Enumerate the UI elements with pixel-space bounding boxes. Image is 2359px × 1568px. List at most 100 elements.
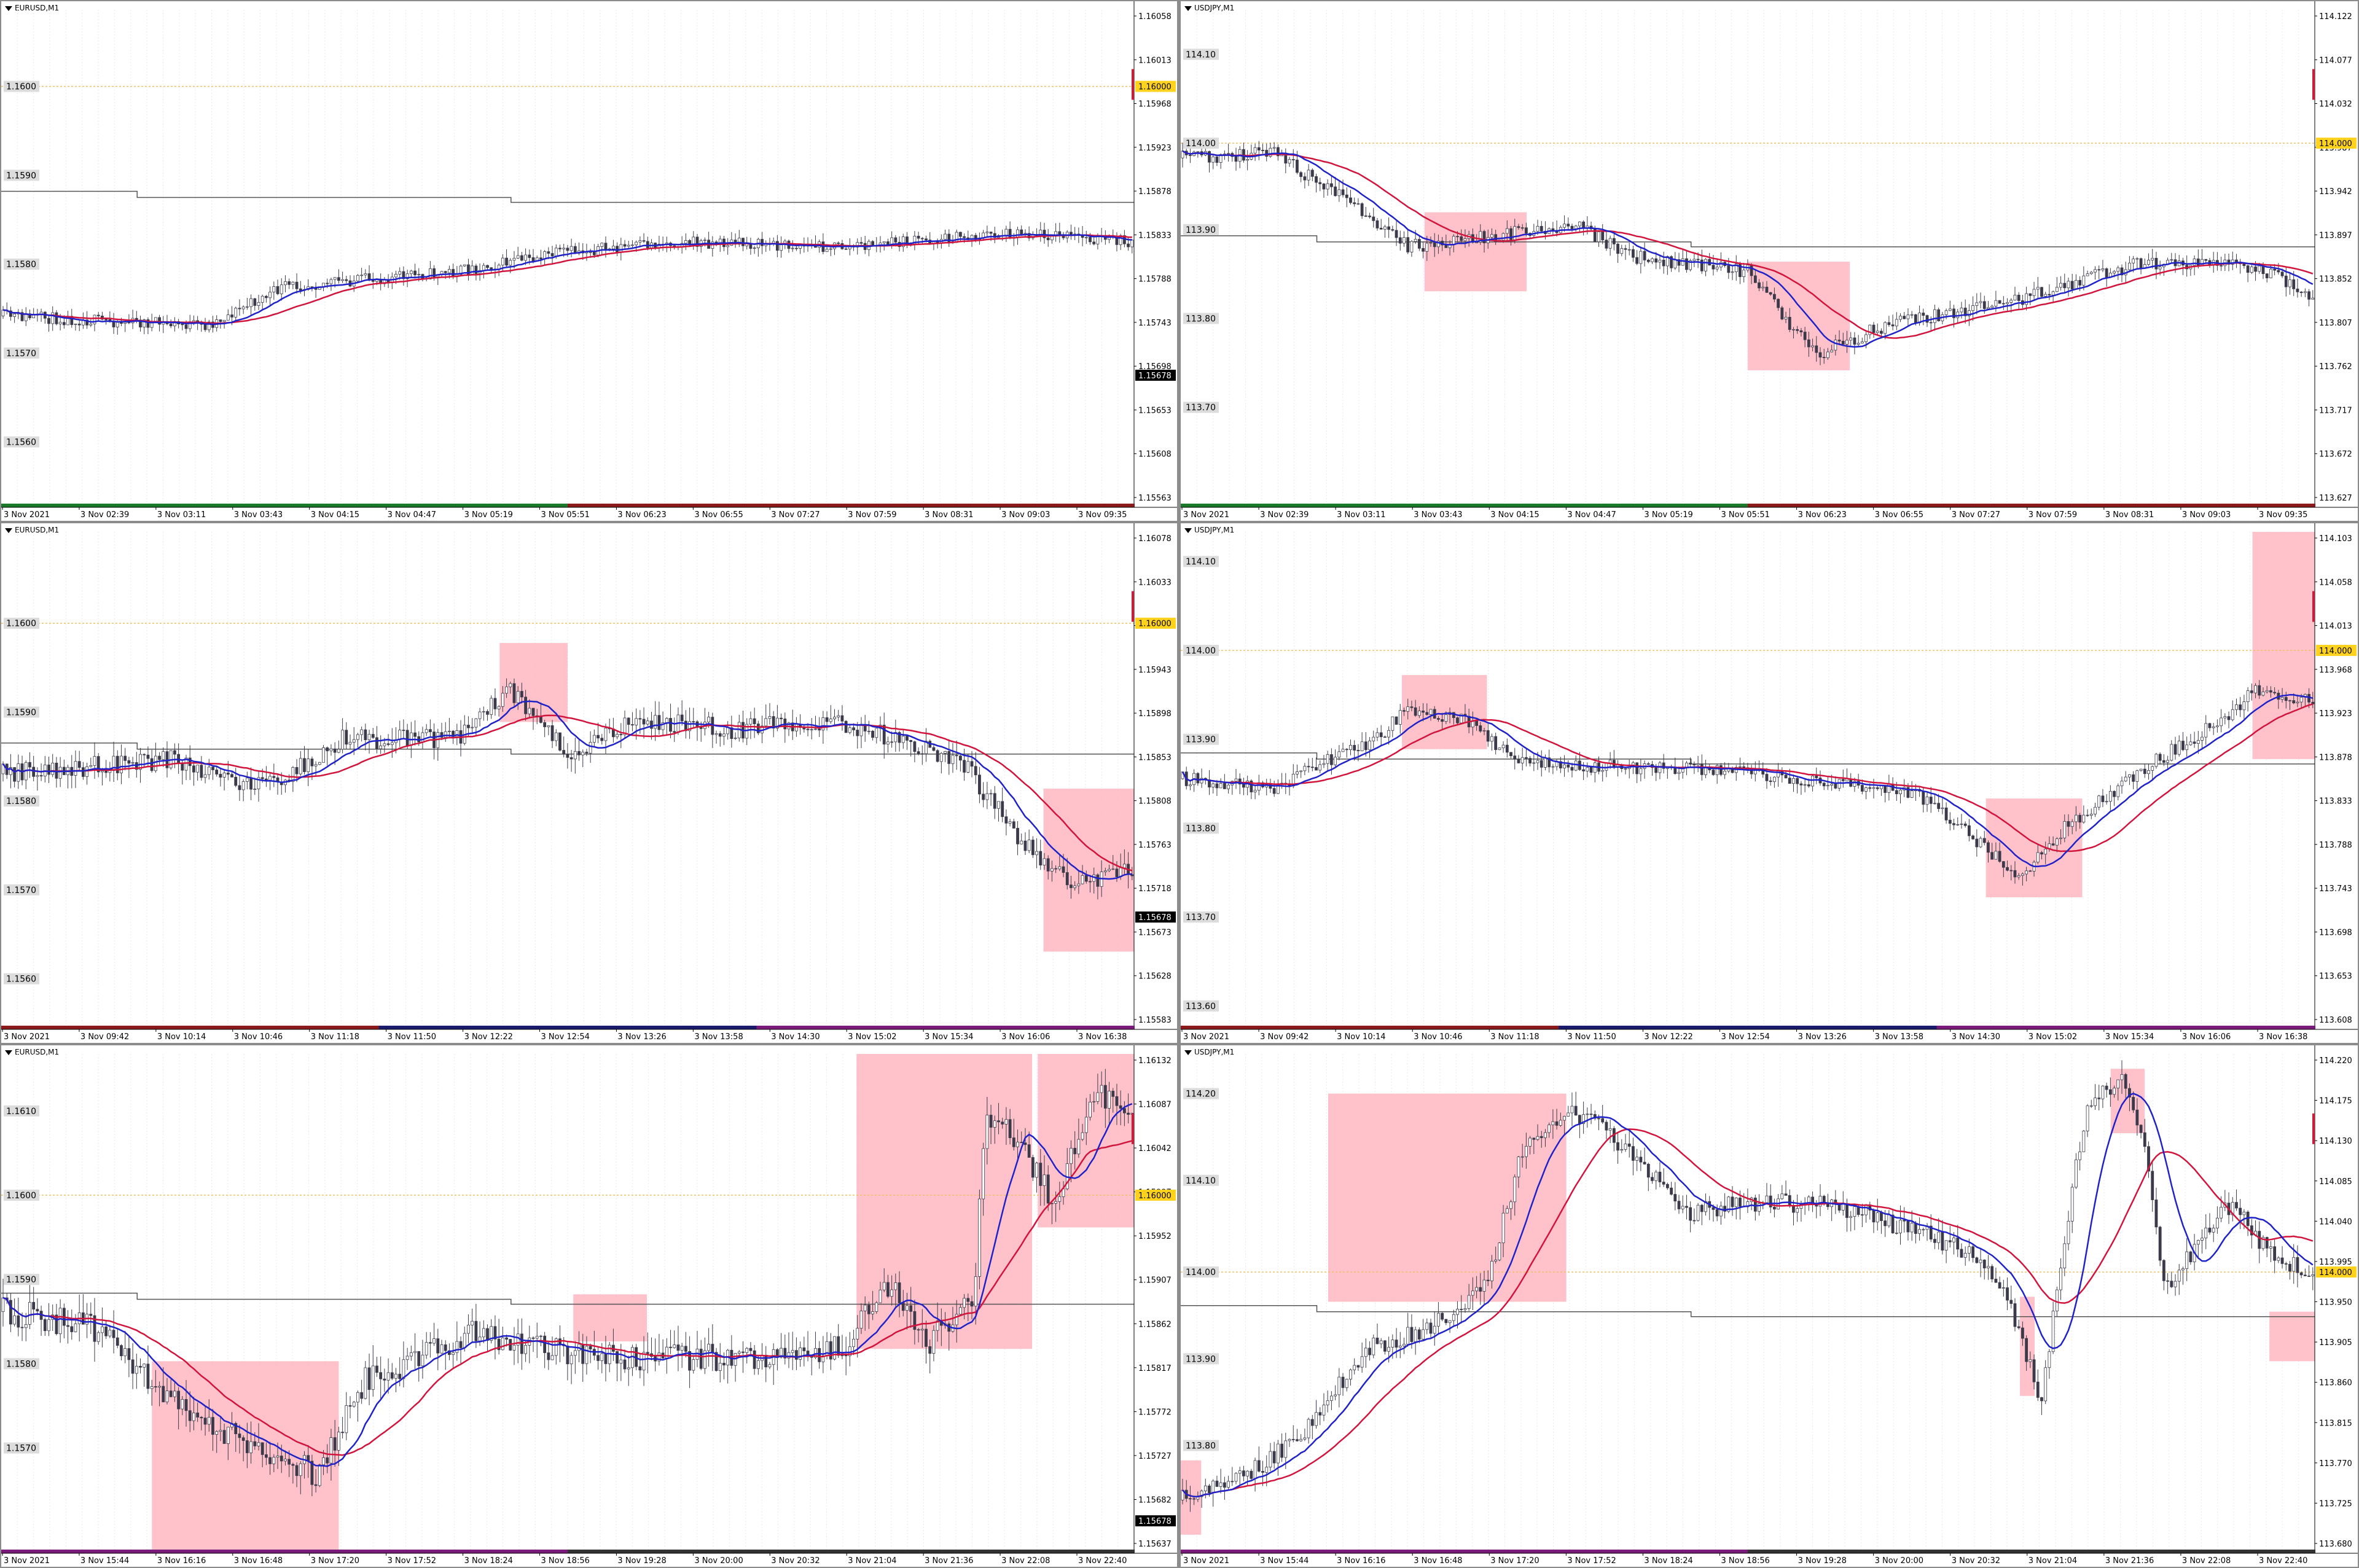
level-label: 1.1610 <box>6 1107 36 1117</box>
time-axis-tick: 3 Nov 09:35 <box>2259 510 2307 520</box>
time-axis-tick: 3 Nov 19:28 <box>1798 1556 1847 1566</box>
price-axis-tick: 1.15878 <box>1138 187 1172 197</box>
dropdown-triangle-icon[interactable] <box>1184 1050 1192 1055</box>
price-axis-tick: 114.013 <box>2319 622 2352 631</box>
time-axis-tick: 3 Nov 10:14 <box>157 1032 206 1042</box>
price-chart[interactable]: 114.10 114.00 113.90 113.80 113.70 114.122 114… <box>1181 1 2358 521</box>
price-chart[interactable]: 1.1610 1.1600 1.1590 1.1580 1.1570 1.16132 1.1… <box>1 1045 1177 1567</box>
price-axis-tick: 1.15743 <box>1138 319 1172 328</box>
highlight-zone[interactable] <box>1748 262 1850 370</box>
chart-panel-eurusd-2[interactable]: EURUSD,M1 1.1600 1.1590 1.1580 1.1570 1.1560… <box>1 523 1177 1043</box>
chart-panel-eurusd-3[interactable]: EURUSD,M1 1.1610 1.1600 1.1590 1.1580 1.1570… <box>1 1045 1177 1567</box>
price-axis-tick: 1.15673 <box>1138 928 1172 937</box>
time-axis-tick: 3 Nov 19:28 <box>617 1556 666 1566</box>
level-label-bg <box>1183 733 1219 745</box>
session-strip <box>1181 504 2315 507</box>
chart-symbol-title: USDJPY,M1 <box>1184 4 1234 12</box>
dropdown-triangle-icon[interactable] <box>1184 528 1192 533</box>
price-axis-tick: 113.743 <box>2319 884 2352 894</box>
time-axis-tick: 3 Nov 08:31 <box>925 510 973 520</box>
price-chart[interactable]: 114.10 114.00 113.90 113.80 113.70 113.60 114.… <box>1181 523 2358 1043</box>
spread-marker <box>1132 69 1134 100</box>
price-axis-tick: 1.15698 <box>1138 362 1172 372</box>
session-strip <box>1181 1026 2315 1029</box>
slow-moving-average-line <box>1181 703 2314 852</box>
chart-panel-usdjpy-3[interactable]: USDJPY,M1 114.20 114.10 114.00 113.90 113.80… <box>1181 1045 2358 1567</box>
price-axis-tick: 1.15968 <box>1138 100 1172 109</box>
highlight-zone[interactable] <box>1985 798 2083 897</box>
time-axis-tick: 3 Nov 21:04 <box>848 1556 896 1566</box>
time-axis-tick: 3 Nov 03:11 <box>157 510 206 520</box>
level-label-bg <box>4 436 39 448</box>
price-axis-tick: 1.15952 <box>1138 1232 1172 1241</box>
time-axis-tick: 3 Nov 15:34 <box>925 1032 973 1042</box>
price-chart[interactable]: 1.1600 1.1590 1.1580 1.1570 1.1560 1.16058 1.1… <box>1 1 1177 521</box>
time-axis-tick: 3 Nov 22:40 <box>2259 1556 2307 1566</box>
time-axis-tick: 3 Nov 18:24 <box>464 1556 513 1566</box>
highlight-zone[interactable] <box>2110 1069 2145 1134</box>
chart-panel-usdjpy-2[interactable]: USDJPY,M1 114.10 114.00 113.90 113.80 113.70… <box>1181 523 2358 1043</box>
level-label-bg <box>1183 644 1219 656</box>
time-axis-tick: 3 Nov 15:02 <box>848 1032 896 1042</box>
level-label-bg <box>1183 1266 1219 1278</box>
level-label-bg <box>4 1274 39 1285</box>
level-label: 1.1580 <box>6 1359 36 1369</box>
time-axis-tick: 3 Nov 05:19 <box>464 510 513 520</box>
pivot-level-line <box>1181 752 2315 765</box>
highlight-zone[interactable] <box>573 1294 647 1342</box>
round-level-tag <box>2316 1266 2357 1278</box>
level-label: 113.60 <box>1186 1002 1216 1012</box>
chart-panel-usdjpy-1[interactable]: USDJPY,M1 114.10 114.00 113.90 113.80 113.70… <box>1181 1 2358 521</box>
price-chart[interactable]: 1.1600 1.1590 1.1580 1.1570 1.1560 1.16078 1.1… <box>1 523 1177 1043</box>
highlight-zone[interactable] <box>2252 532 2315 759</box>
session-strip <box>1181 1550 2315 1553</box>
highlight-zone[interactable] <box>152 1361 339 1550</box>
time-axis-tick: 3 Nov 06:55 <box>694 510 743 520</box>
time-axis-tick: 3 Nov 06:55 <box>1875 510 1923 520</box>
dropdown-triangle-icon[interactable] <box>5 1050 12 1055</box>
level-label-bg <box>1183 822 1219 834</box>
time-axis-tick: 3 Nov 20:32 <box>771 1556 820 1566</box>
price-axis-tick: 113.995 <box>2319 1258 2352 1267</box>
price-axis-tick: 113.788 <box>2319 841 2352 850</box>
chart-symbol-title: EURUSD,M1 <box>5 526 59 534</box>
pivot-level-line <box>1181 235 2315 248</box>
level-label-bg <box>4 170 39 181</box>
highlight-zone[interactable] <box>1328 1093 1567 1302</box>
time-axis-tick: 3 Nov 07:59 <box>2028 510 2077 520</box>
session-strip <box>1 1550 1135 1553</box>
chart-panel-eurusd-1[interactable]: EURUSD,M1 1.1600 1.1590 1.1580 1.1570 1.1560… <box>1 1 1177 521</box>
level-label-bg <box>1183 1353 1219 1365</box>
price-axis-tick: 114.175 <box>2319 1097 2352 1106</box>
candlesticks <box>1 1069 1134 1497</box>
price-axis-tick: 1.15718 <box>1138 884 1172 894</box>
price-chart[interactable]: 114.20 114.10 114.00 113.90 113.80 114.220 114… <box>1181 1045 2358 1567</box>
price-axis-tick: 114.077 <box>2319 56 2352 65</box>
time-axis-tick: 3 Nov 04:47 <box>388 510 436 520</box>
price-axis-tick: 113.725 <box>2319 1499 2352 1508</box>
highlight-zone[interactable] <box>856 1054 1033 1349</box>
highlight-zone[interactable] <box>2269 1311 2315 1362</box>
highlight-zone[interactable] <box>1424 212 1527 292</box>
time-axis-tick: 3 Nov 12:54 <box>1721 1032 1770 1042</box>
level-label: 114.10 <box>1186 50 1216 60</box>
dropdown-triangle-icon[interactable] <box>5 528 12 533</box>
level-label: 113.80 <box>1186 824 1216 833</box>
time-axis-tick: 3 Nov 2021 <box>4 1556 50 1566</box>
time-axis-tick: 3 Nov 17:20 <box>311 1556 359 1566</box>
time-axis-tick: 3 Nov 20:32 <box>1952 1556 2000 1566</box>
price-axis-tick: 1.15628 <box>1138 972 1172 981</box>
time-axis-tick: 3 Nov 07:59 <box>848 510 896 520</box>
session-strip <box>1 504 1135 507</box>
price-axis-tick: 1.15727 <box>1138 1452 1172 1461</box>
slow-moving-average-line <box>1182 1128 2314 1498</box>
round-level-tag <box>1135 617 1176 629</box>
spread-marker <box>2312 69 2315 100</box>
level-label: 113.90 <box>1186 1354 1216 1364</box>
time-axis-tick: 3 Nov 15:44 <box>80 1556 129 1566</box>
dropdown-triangle-icon[interactable] <box>1184 6 1192 11</box>
price-axis-tick: 114.032 <box>2319 100 2352 109</box>
current-price-tag <box>1135 911 1176 923</box>
dropdown-triangle-icon[interactable] <box>5 6 12 11</box>
price-axis-tick: 114.058 <box>2319 578 2352 587</box>
